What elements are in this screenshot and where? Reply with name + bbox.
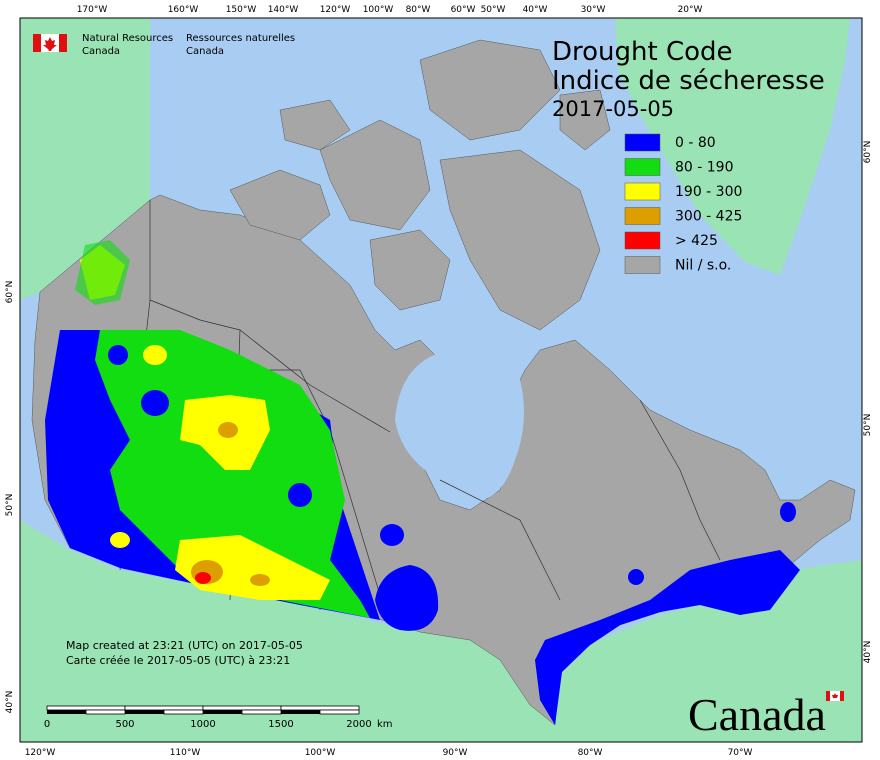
drought-patches [45, 240, 800, 725]
scale-bar: 0 500 1000 1500 2000 km [44, 705, 393, 730]
legend-label: 80 - 190 [675, 160, 734, 176]
left-axis-label: 60°N [5, 281, 15, 304]
map-title: Drought Code [552, 37, 733, 67]
right-axis-label: 40°N [863, 641, 873, 664]
top-axis-label: 140°W [268, 5, 299, 15]
legend: 0 - 80 80 - 190 190 - 300 300 - 425 > 425 Nil… [624, 133, 742, 274]
footnote-en: Map created at 23:21 (UTC) on 2017-05-05 [66, 639, 303, 652]
agency-fr: Ressources naturelles [186, 33, 295, 44]
scale-segment [319, 709, 360, 715]
flag-bar [840, 691, 844, 701]
flag-bar [826, 691, 830, 701]
top-axis-label: 80°W [406, 5, 431, 15]
left-axis-label: 50°N [5, 494, 15, 517]
map-frame [19, 17, 863, 743]
maple-leaf [832, 693, 838, 698]
footnote-fr: Carte créée le 2017-05-05 (UTC) à 23:21 [66, 654, 290, 667]
legend-label: Nil / s.o. [675, 258, 731, 274]
scale-label: 1500 [268, 719, 293, 730]
map-subtitle: Indice de sécheresse [552, 66, 825, 96]
scale-segment [85, 709, 126, 715]
right-axis-label: 50°N [863, 414, 873, 437]
hudson-bay [395, 349, 524, 501]
top-axis-label: 40°W [523, 5, 548, 15]
scale-label: 2000 [346, 719, 371, 730]
right-axis-label: 60°N [863, 141, 873, 164]
scale-segment [163, 709, 204, 715]
bottom-axis-label: 120°W [25, 748, 56, 758]
legend-swatch [624, 182, 661, 201]
graticule-labels: 170°W 160°W 150°W 140°W 120°W 100°W 80°W 60°W 50… [5, 5, 873, 758]
legend-swatch [624, 207, 661, 225]
scale-segment [281, 710, 320, 714]
agency-en: Canada [82, 46, 120, 57]
scale-label: 1000 [190, 719, 215, 730]
legend-swatch [624, 231, 661, 250]
legend-label: 300 - 425 [675, 209, 742, 225]
united-states [20, 520, 862, 742]
flag-bar [33, 34, 41, 52]
bottom-axis-label: 70°W [728, 748, 753, 758]
legend-label: > 425 [675, 233, 718, 249]
top-axis-label: 170°W [77, 5, 108, 15]
scale-segment [203, 710, 242, 714]
wordmark-text: Canada [688, 689, 826, 740]
scale-segment [47, 710, 86, 714]
bottom-axis-label: 90°W [443, 748, 468, 758]
legend-swatch [624, 256, 661, 274]
top-axis-label: 160°W [168, 5, 199, 15]
top-axis-label: 120°W [320, 5, 351, 15]
frame-border [19, 17, 863, 743]
scale-segment [124, 705, 204, 711]
scale-segment [280, 705, 360, 711]
bottom-axis-label: 110°W [170, 748, 201, 758]
greenland [615, 18, 850, 275]
bottom-axis-label: 100°W [305, 748, 336, 758]
top-axis-label: 100°W [363, 5, 394, 15]
top-axis-label: 150°W [226, 5, 257, 15]
map-date: 2017-05-05 [552, 97, 674, 121]
top-axis-label: 30°W [581, 5, 606, 15]
top-axis-label: 20°W [678, 5, 703, 15]
bottom-axis-label: 80°W [578, 748, 603, 758]
top-axis-label: 60°W [451, 5, 476, 15]
scale-unit: km [377, 719, 393, 730]
legend-label: 190 - 300 [675, 184, 742, 200]
scale-label: 500 [115, 719, 134, 730]
alaska [20, 18, 150, 300]
legend-swatch [624, 133, 661, 152]
flag-bar [59, 34, 67, 52]
legend-swatch [624, 158, 661, 176]
scale-segment [241, 709, 282, 715]
scale-segment [46, 705, 126, 711]
canada-wordmark: Canada [688, 689, 844, 740]
maple-leaf [43, 37, 57, 51]
scale-label: 0 [44, 719, 50, 730]
agency-fr: Canada [186, 46, 224, 57]
agency-block: Natural Resources Canada Ressources natu… [33, 33, 295, 57]
top-axis-label: 50°W [481, 5, 506, 15]
legend-label: 0 - 80 [675, 135, 716, 151]
scale-segment [202, 705, 282, 711]
arctic-islands [229, 39, 611, 331]
agency-en: Natural Resources [82, 33, 173, 44]
scale-segment [125, 710, 164, 714]
left-axis-label: 40°N [5, 691, 15, 714]
